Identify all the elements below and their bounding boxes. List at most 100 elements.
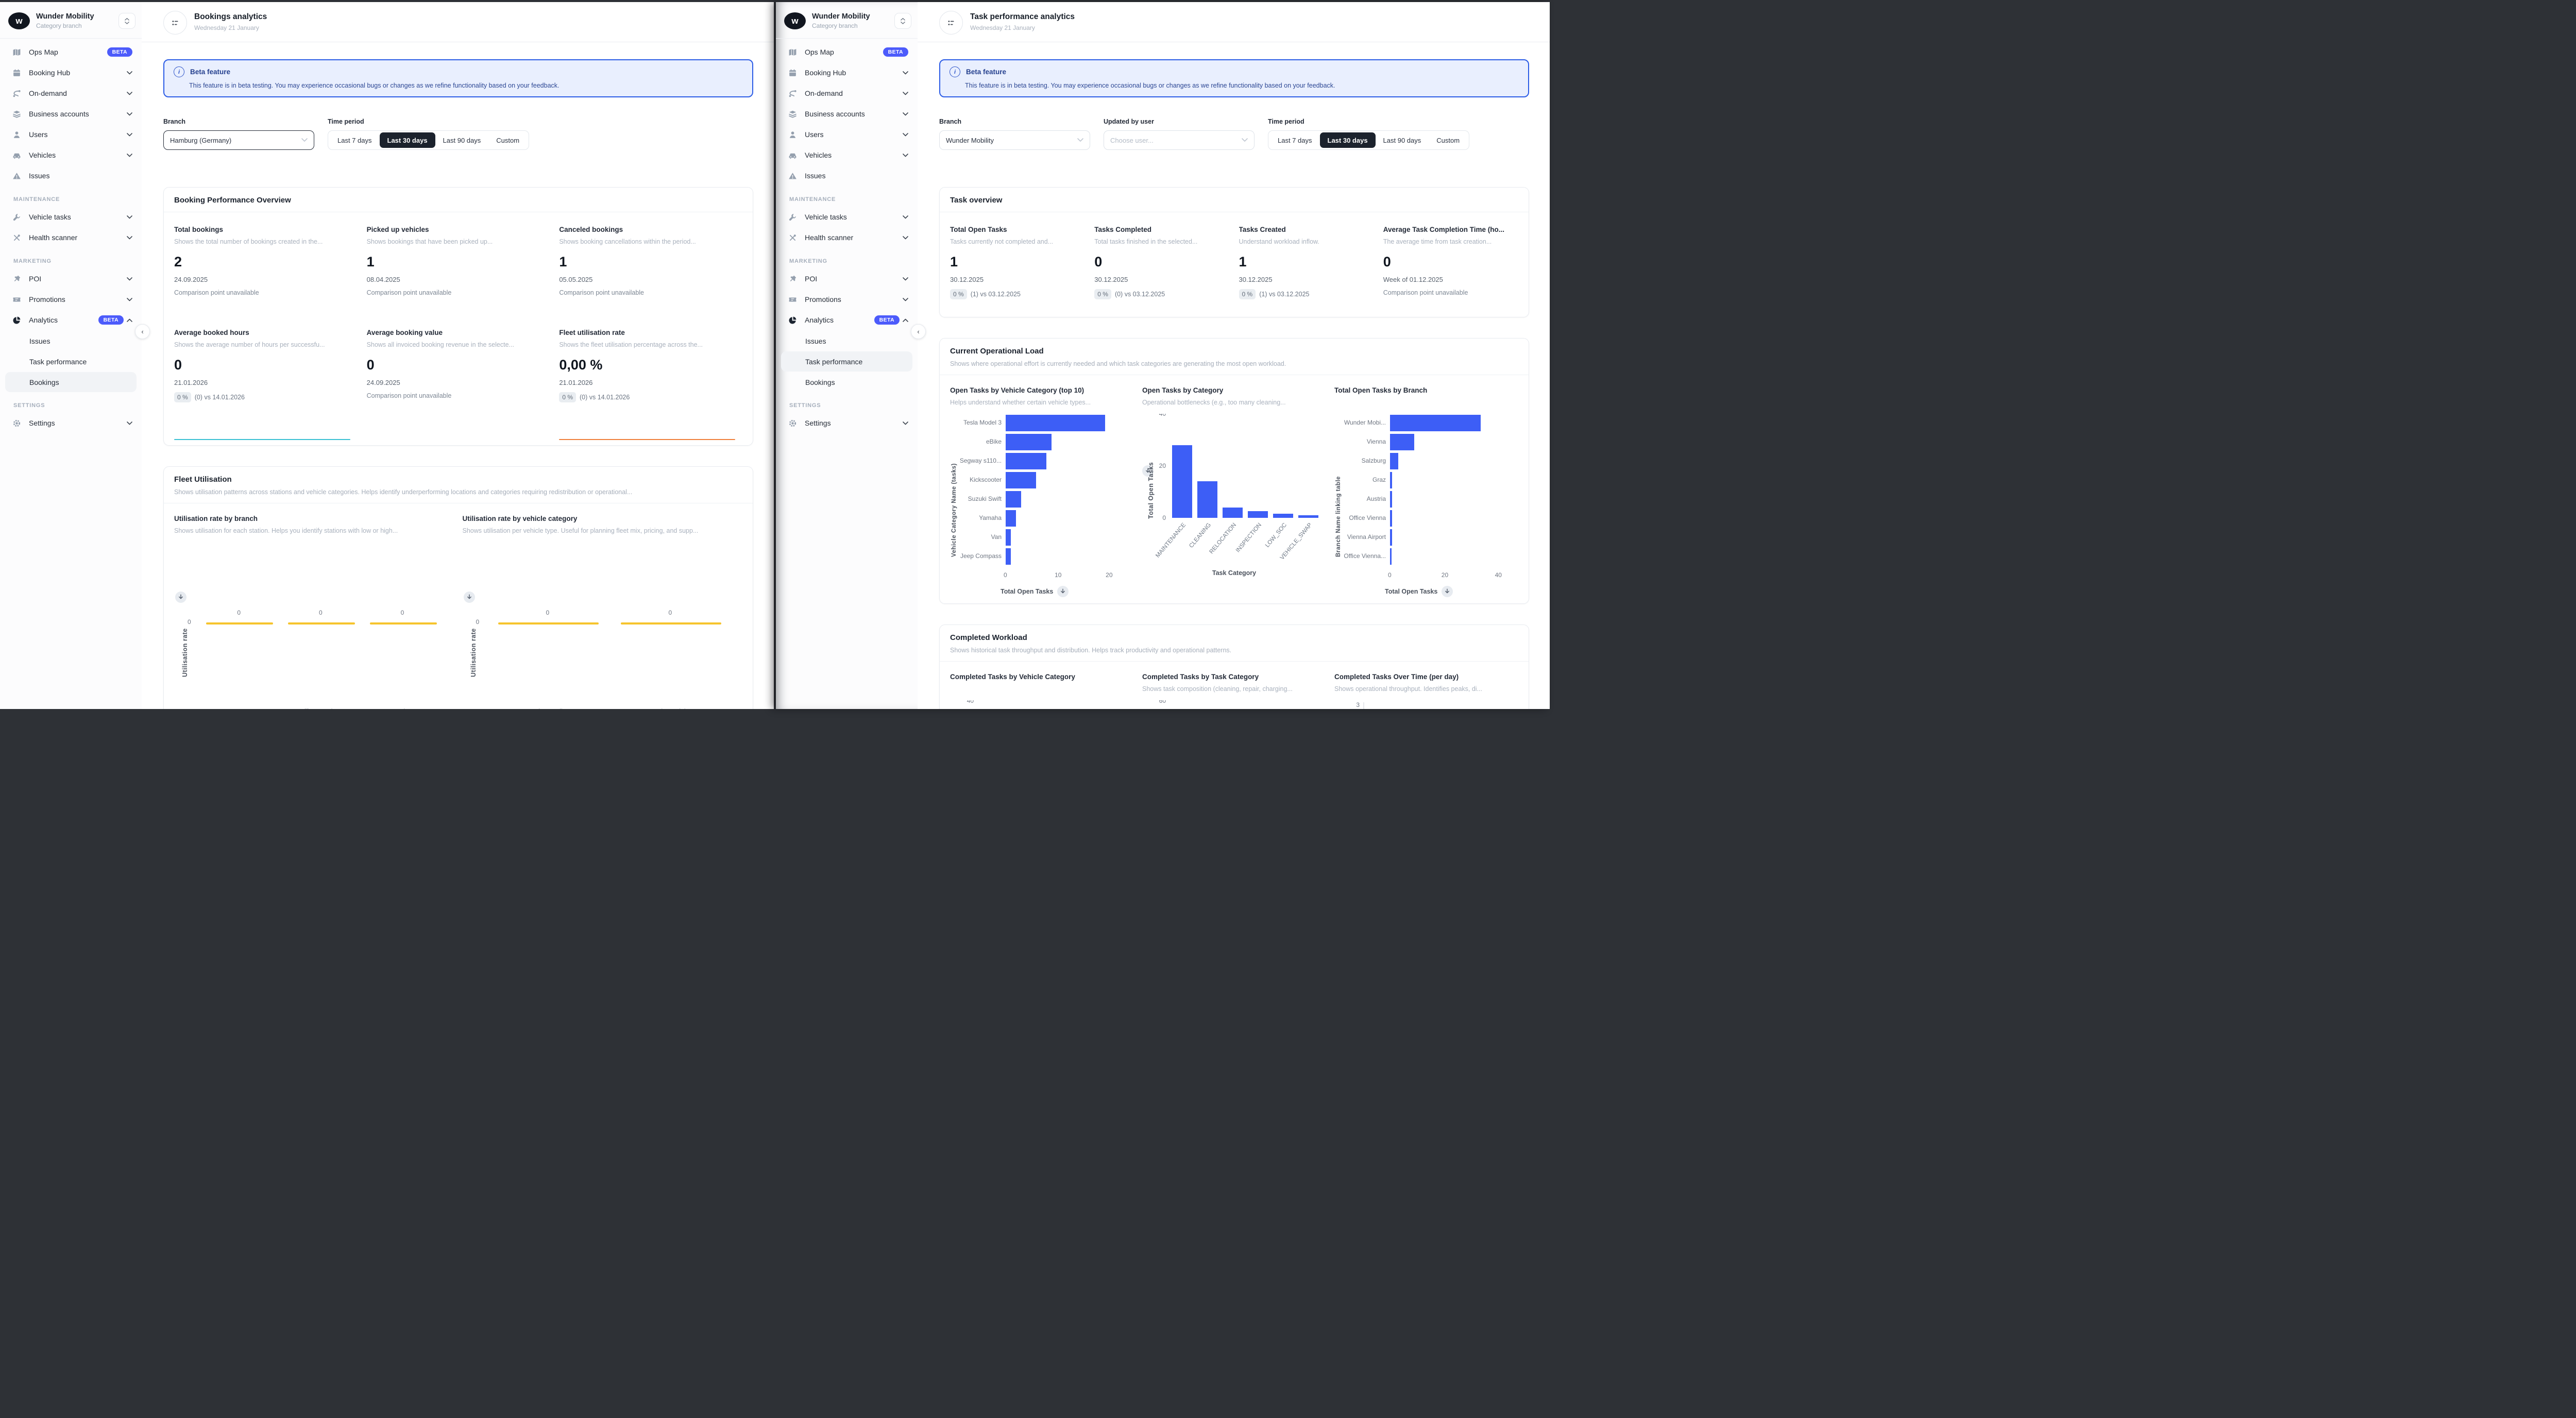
chart-column-completed-tasks-by-vehicle-category: Completed Tasks by Vehicle Category Total… [950, 673, 1134, 709]
sidebar-item-promotions[interactable]: Promotions [781, 289, 912, 310]
chart-title: Open Tasks by Vehicle Category (top 10) [950, 386, 1084, 394]
metrics-grid: Total Open Tasks Tasks currently not comp… [940, 212, 1529, 317]
chart-column-utilisation-rate-by-vehicle-category: Utilisation rate by vehicle category Show… [463, 515, 743, 709]
switcher-icon[interactable] [118, 13, 135, 29]
switcher-icon[interactable] [894, 13, 911, 29]
metric-value: 1 [950, 254, 958, 269]
sidebar-item-label: Promotions [805, 295, 841, 303]
chevron-down-icon [903, 215, 908, 219]
metric-date: 21.01.2026 [559, 379, 593, 386]
chart-title: Open Tasks by Category [1142, 386, 1224, 394]
download-icon[interactable] [175, 592, 187, 603]
sidebar-item-issues[interactable]: Issues [5, 331, 137, 351]
sidebar-item-analytics[interactable]: Analytics BETA [781, 310, 912, 330]
metric-label: Average booking value [366, 329, 443, 336]
sidebar-item-issues[interactable]: Issues [781, 165, 912, 186]
metric-value: 0 [1383, 254, 1391, 269]
download-icon[interactable] [1057, 586, 1069, 597]
sidebar-item-poi[interactable]: POI [5, 268, 137, 289]
time-period-option-last-90-days[interactable]: Last 90 days [1383, 136, 1421, 144]
category-label: eBike [986, 438, 1002, 445]
workspace-subtitle: Category branch [812, 22, 858, 29]
sidebar-item-vehicles[interactable]: Vehicles [781, 145, 912, 165]
workspace-switcher[interactable]: w Wunder Mobility Category branch [776, 2, 918, 29]
sidebar-item-ops-map[interactable]: Ops Map BETA [5, 42, 137, 62]
x-axis-title: Total Open Tasks [1001, 586, 1069, 597]
sidebar-item-task-performance[interactable]: Task performance [5, 351, 137, 372]
y-axis-label: Branch Name linking table [1335, 476, 1342, 557]
sidebar-collapse-button[interactable]: ‹ [911, 324, 926, 339]
brand-text: Wunder Mobility Category branch [36, 12, 118, 29]
metric-value: 0 [366, 357, 375, 373]
time-period-option-last-7-days[interactable]: Last 7 days [1278, 136, 1312, 144]
sidebar-item-settings[interactable]: Settings [781, 413, 912, 433]
nav-section-label: SETTINGS [13, 402, 45, 409]
branch-filter-group: Branch Hamburg (Germany) [163, 118, 314, 150]
sidebar-item-bookings[interactable]: Bookings [781, 372, 912, 392]
sidebar-item-bookings[interactable]: Bookings [5, 372, 137, 392]
sidebar-item-issues[interactable]: Issues [5, 165, 137, 186]
metric-comparison-text: (1) vs 03.12.2025 [970, 291, 1021, 298]
sidebar-item-booking-hub[interactable]: Booking Hub [781, 62, 912, 83]
card-title: Booking Performance Overview [174, 196, 291, 205]
sidebar-collapse-button[interactable]: ‹ [135, 324, 150, 339]
chart-vbar: Total Open Tasks 40 20 0 MAINTENANCE CLEANING… [1142, 414, 1326, 583]
sidebar-item-ops-map[interactable]: Ops Map BETA [781, 42, 912, 62]
sidebar-item-vehicle-tasks[interactable]: Vehicle tasks [5, 207, 137, 227]
chart-description: Shows task composition (cleaning, repair… [1142, 685, 1293, 693]
chevron-down-icon [903, 153, 908, 157]
sidebar-item-on-demand[interactable]: On-demand [5, 83, 137, 104]
workspace-switcher[interactable]: w Wunder Mobility Category branch [0, 2, 142, 29]
sidebar-item-settings[interactable]: Settings [5, 413, 137, 433]
time-period-option-custom[interactable]: Custom [496, 136, 520, 144]
sidebar-item-vehicle-tasks[interactable]: Vehicle tasks [781, 207, 912, 227]
bar-zero [498, 622, 599, 624]
metric-date: 30.12.2025 [950, 276, 984, 283]
card-header: Current Operational Load Shows where oper… [940, 339, 1529, 375]
time-period-option-last-90-days[interactable]: Last 90 days [443, 136, 481, 144]
metric-total-open-tasks: Total Open Tasks Tasks currently not comp… [950, 226, 1085, 312]
sidebar-item-analytics[interactable]: Analytics BETA [5, 310, 137, 330]
sidebar-item-booking-hub[interactable]: Booking Hub [5, 62, 137, 83]
sidebar-item-health-scanner[interactable]: Health scanner [781, 227, 912, 248]
y-axis-tick: 0 [476, 618, 480, 626]
sidebar-item-promotions[interactable]: Promotions [5, 289, 137, 310]
bar-zero [206, 622, 274, 624]
branch-select[interactable]: Hamburg (Germany) [163, 130, 314, 150]
bar [1390, 434, 1414, 450]
sidebar-item-poi[interactable]: POI [781, 268, 912, 289]
metric-value: 0,00 % [559, 357, 603, 373]
nav-section-label: MAINTENANCE [789, 196, 836, 202]
chevron-down-icon [903, 277, 908, 281]
sidebar-item-business-accounts[interactable]: Business accounts [5, 104, 137, 124]
report-icon [939, 11, 963, 35]
category-label: Office Vienna [1349, 514, 1386, 521]
time-period-option-last-30-days[interactable]: Last 30 days [379, 132, 435, 148]
sidebar-item-business-accounts[interactable]: Business accounts [781, 104, 912, 124]
time-period-option-last-30-days[interactable]: Last 30 days [1319, 132, 1376, 148]
bar-zero [369, 622, 437, 624]
bar-value-label: 0 [546, 609, 550, 616]
chevron-down-icon [127, 91, 132, 95]
sidebar-item-on-demand[interactable]: On-demand [781, 83, 912, 104]
sidebar-item-users[interactable]: Users [781, 124, 912, 145]
sidebar-item-issues[interactable]: Issues [781, 331, 912, 351]
bookings-analytics-window: w Wunder Mobility Category branch Ops Map BE… [0, 2, 774, 709]
sidebar-item-health-scanner[interactable]: Health scanner [5, 227, 137, 248]
sidebar-item-vehicles[interactable]: Vehicles [5, 145, 137, 165]
choose-user-select[interactable]: Choose user... [1104, 130, 1255, 150]
sidebar-item-users[interactable]: Users [5, 124, 137, 145]
bar [1006, 491, 1021, 508]
time-period-option-custom[interactable]: Custom [1436, 136, 1460, 144]
select-chevron-icon [1242, 136, 1248, 145]
metric-comparison-unavailable: Comparison point unavailable [174, 289, 259, 296]
bar [1006, 510, 1016, 527]
download-icon[interactable] [1142, 465, 1154, 477]
sidebar-item-task-performance[interactable]: Task performance [781, 351, 912, 372]
download-icon[interactable] [463, 592, 475, 603]
branch-select[interactable]: Wunder Mobility [939, 130, 1090, 150]
chart-description: Shows utilisation for each station. Help… [174, 527, 398, 534]
download-icon[interactable] [1442, 586, 1453, 597]
time-period-option-last-7-days[interactable]: Last 7 days [337, 136, 372, 144]
x-axis-title-text: Task Category [1212, 569, 1257, 577]
